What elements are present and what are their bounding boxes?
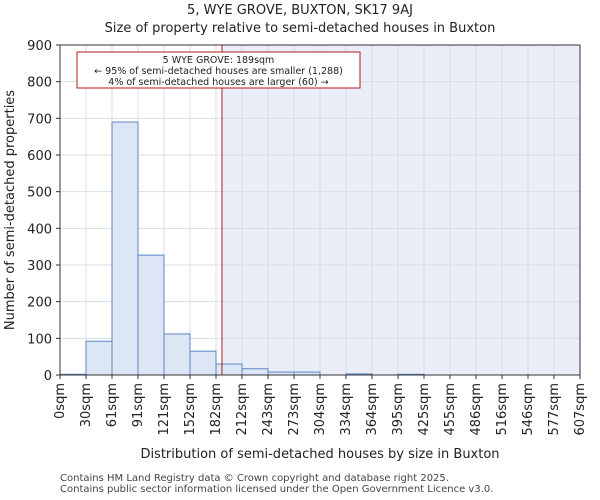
x-tick-label: 30sqm <box>79 383 94 427</box>
annotation-line1: 5 WYE GROVE: 189sqm <box>163 55 275 66</box>
y-tick-label: 500 <box>27 186 52 201</box>
footer-licence: Contains public sector information licen… <box>60 484 494 495</box>
x-tick-label: 516sqm <box>495 383 510 436</box>
chart-title-line1: 5, WYE GROVE, BUXTON, SK17 9AJ <box>187 3 413 18</box>
x-tick-label: 486sqm <box>469 383 484 436</box>
x-tick-label: 273sqm <box>287 383 302 436</box>
histogram-bar <box>241 368 269 376</box>
y-tick-label: 100 <box>27 332 52 347</box>
x-tick-label: 304sqm <box>313 383 328 436</box>
x-tick-label: 182sqm <box>209 383 224 436</box>
y-tick-label: 900 <box>27 39 52 54</box>
y-axis-label: Number of semi-detached properties <box>3 90 18 330</box>
x-tick-label: 546sqm <box>521 383 536 436</box>
histogram-bar <box>215 363 243 376</box>
x-tick-label: 577sqm <box>547 383 562 436</box>
chart-title-line2: Size of property relative to semi-detach… <box>104 21 496 36</box>
histogram-bar <box>111 121 139 376</box>
x-tick-label: 121sqm <box>157 383 172 436</box>
footer-copyright: Contains HM Land Registry data © Crown c… <box>60 473 449 484</box>
x-tick-label: 395sqm <box>391 383 406 436</box>
x-tick-label: 243sqm <box>261 383 276 436</box>
x-tick-label: 334sqm <box>339 383 354 436</box>
x-tick-label: 212sqm <box>235 383 250 436</box>
y-tick-label: 300 <box>27 259 52 274</box>
x-tick-label: 91sqm <box>131 383 146 427</box>
histogram-bar <box>137 254 165 376</box>
y-tick-label: 0 <box>44 369 52 384</box>
annotation-line3: 4% of semi-detached houses are larger (6… <box>108 77 328 88</box>
x-tick-label: 152sqm <box>183 383 198 436</box>
histogram-bar <box>163 333 191 376</box>
y-tick-label: 200 <box>27 296 52 311</box>
x-tick-label: 364sqm <box>365 383 380 436</box>
histogram-bar <box>189 350 217 376</box>
x-tick-label: 455sqm <box>443 383 458 436</box>
y-tick-label: 800 <box>27 76 52 91</box>
y-tick-label: 600 <box>27 149 52 164</box>
x-tick-label: 0sqm <box>53 383 68 419</box>
y-tick-label: 700 <box>27 112 52 127</box>
y-tick-label: 400 <box>27 222 52 237</box>
x-axis-label: Distribution of semi-detached houses by … <box>140 447 499 462</box>
x-tick-label: 607sqm <box>573 383 588 436</box>
histogram-bar <box>85 340 113 376</box>
annotation-line2: ← 95% of semi-detached houses are smalle… <box>94 66 343 77</box>
x-tick-label: 61sqm <box>105 383 120 427</box>
x-tick-label: 425sqm <box>417 383 432 436</box>
annotation-box <box>76 51 361 89</box>
larger-region-shade <box>221 45 581 375</box>
